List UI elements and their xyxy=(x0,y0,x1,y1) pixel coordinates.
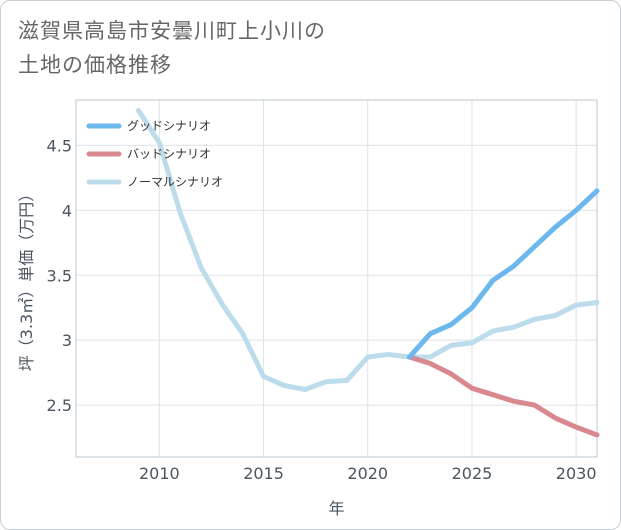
y-tick-label: 2.5 xyxy=(47,396,72,415)
y-tick-label: 4.5 xyxy=(47,136,72,155)
grid-lines xyxy=(76,100,597,457)
y-tick-label: 4 xyxy=(62,201,72,220)
series-line-2 xyxy=(406,354,600,438)
x-tick-label: 2025 xyxy=(452,464,493,483)
chart-title-line-2: 土地の価格推移 xyxy=(18,53,172,77)
x-tick-label: 2015 xyxy=(243,464,284,483)
y-axis-ticks: 2.5 3 3.5 4 4.5 xyxy=(47,136,72,415)
x-axis-label: 年 xyxy=(328,499,344,518)
y-axis-label: 坪（3.3㎡）単価（万円） xyxy=(17,186,36,371)
series-line-1 xyxy=(406,188,600,360)
series-line-3 xyxy=(136,107,600,392)
legend-label: ノーマルシナリオ xyxy=(127,175,223,189)
plot-area xyxy=(75,99,598,458)
x-tick-label: 2010 xyxy=(139,464,180,483)
series-lines xyxy=(136,107,600,438)
chart-title-line-1: 滋賀県高島市安曇川町上小川の xyxy=(18,19,326,43)
x-axis-ticks: 2010 2015 2020 2025 2030 xyxy=(139,464,597,483)
y-tick-label: 3 xyxy=(62,331,72,350)
x-tick-label: 2020 xyxy=(347,464,388,483)
chart-title: 滋賀県高島市安曇川町上小川の 土地の価格推移 xyxy=(18,14,326,82)
y-tick-label: 3.5 xyxy=(47,266,72,285)
x-tick-label: 2030 xyxy=(556,464,597,483)
legend-label: グッドシナリオ xyxy=(127,119,211,133)
legend-label: バッドシナリオ xyxy=(127,147,211,161)
